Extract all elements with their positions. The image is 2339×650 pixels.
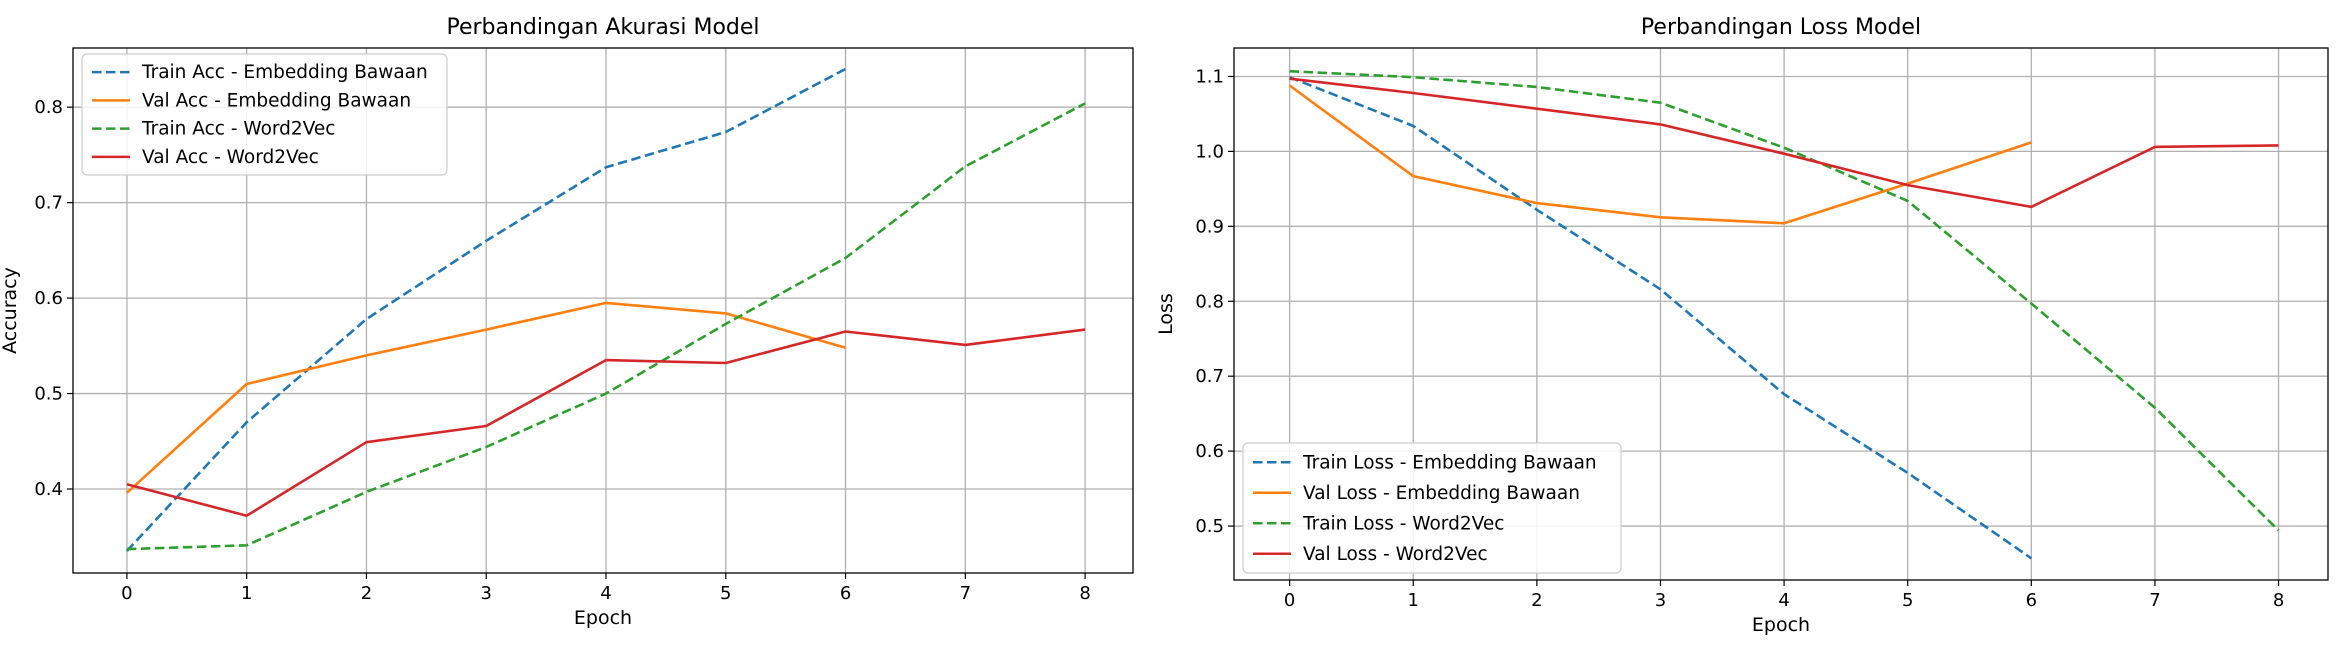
y-tick-label: 1.1 [1195, 66, 1224, 87]
y-tick-label: 0.4 [34, 479, 63, 500]
x-axis-label: Epoch [1752, 614, 1810, 636]
chart-title: Perbandingan Loss Model [1641, 15, 1921, 40]
y-tick-label: 0.8 [1195, 291, 1224, 312]
y-axis-label: Loss [1155, 293, 1177, 335]
y-tick-label: 0.7 [1195, 366, 1224, 387]
chart-1: 0 1 2 3 4 5 6 7 8 0.4 0.5 0.6 0.7 0.8 Perbandingan Aku… [0, 15, 1134, 629]
series-line [125, 67, 847, 552]
x-tick-label: 4 [1778, 590, 1789, 611]
legend-box [1242, 442, 1622, 574]
y-tick-label: 0.9 [1195, 216, 1224, 237]
x-tick-label: 6 [840, 583, 851, 604]
y-tick-label: 1.0 [1195, 141, 1224, 162]
legend-label: Train Loss - Embedding Bawaan [1302, 452, 1597, 473]
x-tick-label: 8 [2273, 590, 2284, 611]
legend-label: Val Acc - Embedding Bawaan [142, 90, 411, 111]
x-tick-label: 7 [2149, 590, 2160, 611]
x-tick-label: 4 [600, 583, 611, 604]
series-line [1289, 77, 2279, 209]
legend-box [81, 53, 448, 176]
x-tick-label: 3 [1655, 590, 1666, 611]
series-line [1288, 84, 2032, 225]
x-tick-label: 2 [1531, 590, 1542, 611]
chart-2: 0 1 2 3 4 5 6 7 8 0.5 0.6 0.7 0.8 0.9 1.0 1.1 Perbanding… [1155, 15, 2329, 636]
legend-label: Val Loss - Word2Vec [1303, 544, 1488, 565]
x-tick-label: 7 [960, 583, 971, 604]
legend-label: Train Acc - Word2Vec [141, 119, 335, 140]
x-tick-label: 3 [480, 583, 491, 604]
x-axis-label: Epoch [574, 607, 632, 629]
legend-label: Train Loss - Word2Vec [1302, 513, 1504, 534]
y-tick-label: 0.8 [34, 97, 63, 118]
legend: Train Acc - Embedding Bawaan Val Acc - Em… [81, 53, 448, 176]
x-tick-label: 5 [1902, 590, 1913, 611]
y-axis-label: Accuracy [0, 267, 21, 354]
legend-label: Val Loss - Embedding Bawaan [1303, 483, 1580, 504]
series-line [1289, 75, 2033, 560]
legend: Train Loss - Embedding Bawaan Val Loss - … [1242, 442, 1622, 574]
y-tick-label: 0.6 [34, 288, 63, 309]
series-line [126, 328, 1086, 518]
y-tick-label: 0.7 [34, 193, 63, 214]
x-tick-label: 0 [121, 583, 132, 604]
x-tick-label: 1 [1408, 590, 1419, 611]
x-tick-label: 2 [361, 583, 372, 604]
y-tick-label: 0.6 [1195, 441, 1224, 462]
plot-frame [72, 47, 1134, 574]
legend-label: Val Acc - Word2Vec [142, 147, 319, 168]
chart-title: Perbandingan Akurasi Model [446, 15, 759, 40]
x-tick-label: 6 [2026, 590, 2037, 611]
plot-frame [1233, 47, 2329, 581]
y-tick-label: 0.5 [1195, 516, 1224, 537]
series-line [126, 301, 846, 494]
x-tick-label: 8 [1079, 583, 1090, 604]
x-tick-label: 5 [720, 583, 731, 604]
series-line [126, 102, 1086, 551]
legend-label: Train Acc - Embedding Bawaan [141, 62, 428, 83]
y-tick-label: 0.5 [34, 384, 63, 405]
x-tick-label: 0 [1284, 590, 1295, 611]
x-tick-label: 1 [241, 583, 252, 604]
